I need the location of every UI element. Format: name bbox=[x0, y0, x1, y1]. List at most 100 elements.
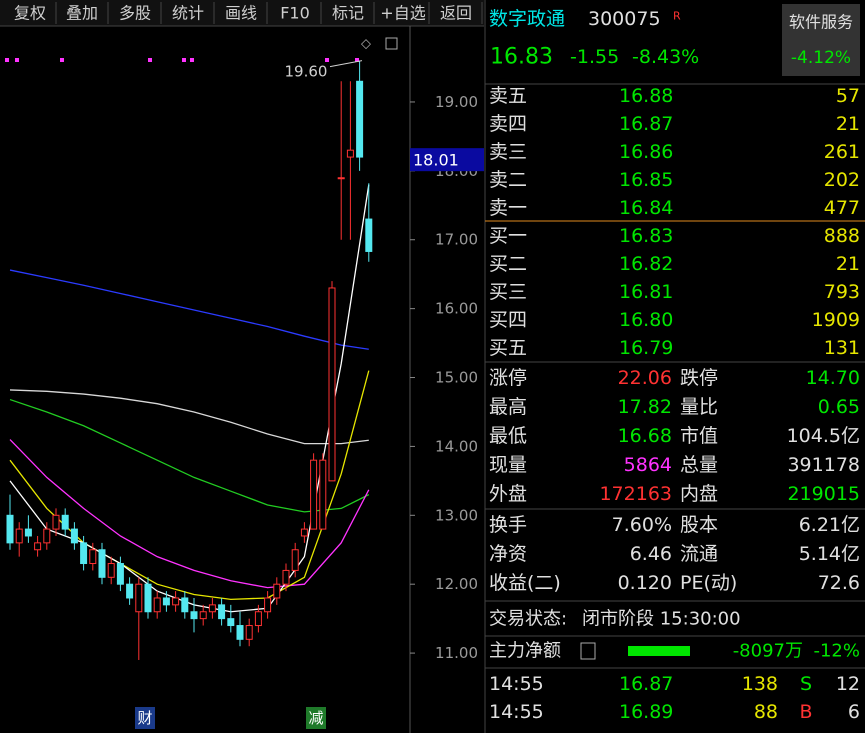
toolbar-button[interactable]: 叠加 bbox=[66, 4, 98, 23]
signal-dot bbox=[190, 58, 194, 62]
capital-icon[interactable] bbox=[580, 642, 596, 660]
candle-body bbox=[227, 618, 235, 627]
y-tick-label: 16.00 bbox=[435, 300, 478, 318]
stat-value: 104.5亿 bbox=[787, 425, 860, 447]
candle-body bbox=[319, 459, 327, 530]
stat-label: 市值 bbox=[680, 425, 718, 447]
stat-value: 72.6 bbox=[818, 572, 860, 594]
moving-average bbox=[9, 269, 369, 350]
book-label: 买五 bbox=[489, 337, 527, 359]
stat-label: 股本 bbox=[680, 514, 718, 536]
book-label: 买二 bbox=[489, 253, 527, 275]
signal-dot bbox=[325, 58, 329, 62]
toolbar-button[interactable]: 统计 bbox=[172, 4, 204, 23]
candle-body bbox=[365, 218, 373, 252]
stat-label: 涨停 bbox=[489, 367, 527, 389]
stat-label: 最高 bbox=[489, 396, 527, 418]
trade-side: B bbox=[799, 701, 812, 723]
book-volume: 1909 bbox=[812, 309, 860, 331]
toolbar-button[interactable]: 画线 bbox=[225, 4, 257, 23]
candle-body bbox=[153, 597, 161, 613]
stat-value: 14.70 bbox=[806, 367, 860, 389]
last-price-tag bbox=[410, 148, 484, 172]
book-label: 卖五 bbox=[489, 85, 527, 107]
stat-label: 总量 bbox=[680, 454, 718, 476]
capital-bar bbox=[628, 646, 690, 656]
candle-body bbox=[144, 583, 152, 613]
stat-value: 6.21亿 bbox=[799, 514, 860, 536]
candle-body bbox=[98, 549, 106, 578]
stat-value: 22.06 bbox=[618, 367, 672, 389]
candle-body bbox=[291, 549, 299, 571]
event-label[interactable]: 减 bbox=[308, 709, 323, 727]
candle-body bbox=[172, 597, 180, 606]
stat-label: 换手 bbox=[489, 514, 527, 536]
change: -1.55 bbox=[570, 46, 619, 68]
stat-value: 17.82 bbox=[618, 396, 672, 418]
candle-body bbox=[15, 528, 23, 544]
moving-average bbox=[9, 389, 369, 445]
candle-body bbox=[116, 563, 124, 585]
high-arrow bbox=[329, 60, 363, 68]
sector-name[interactable]: 软件服务 bbox=[789, 13, 853, 32]
candle-body bbox=[34, 542, 42, 551]
candle-body bbox=[43, 528, 51, 544]
trade-price: 16.89 bbox=[619, 701, 673, 723]
book-volume: 477 bbox=[824, 197, 860, 219]
candle-body bbox=[337, 177, 345, 180]
book-volume: 21 bbox=[836, 113, 860, 135]
toolbar-button[interactable]: 标记 bbox=[332, 4, 364, 23]
candle-body bbox=[282, 569, 290, 585]
signal-dot bbox=[60, 58, 64, 62]
capital-value: -8097万 bbox=[733, 641, 803, 662]
panel-icon[interactable] bbox=[385, 37, 398, 50]
event-marker[interactable] bbox=[306, 707, 326, 729]
event-label[interactable]: 财 bbox=[137, 709, 152, 727]
y-tick-label: 11.00 bbox=[435, 644, 478, 662]
trade-side: S bbox=[800, 673, 812, 695]
signal-dot bbox=[182, 58, 186, 62]
diamond-icon[interactable]: ◇ bbox=[361, 37, 371, 52]
candle-body bbox=[300, 528, 308, 537]
y-tick-label: 17.00 bbox=[435, 231, 478, 249]
sector-change: -4.12% bbox=[791, 48, 851, 68]
book-label: 卖二 bbox=[489, 169, 527, 191]
candle-body bbox=[80, 542, 88, 565]
book-volume: 57 bbox=[836, 85, 860, 107]
stock-name: 数字政通 bbox=[489, 8, 565, 30]
candle-body bbox=[236, 625, 244, 640]
stat-value: 6.46 bbox=[630, 543, 672, 565]
stat-label: 收益(二) bbox=[489, 572, 561, 594]
book-price: 16.80 bbox=[619, 309, 673, 331]
toolbar-button[interactable]: 返回 bbox=[440, 4, 472, 23]
sector-box bbox=[782, 4, 860, 76]
candle-body bbox=[162, 597, 170, 606]
toolbar-button[interactable]: 多股 bbox=[119, 4, 151, 23]
trade-volume: 138 bbox=[742, 673, 778, 695]
candle-body bbox=[264, 597, 272, 613]
toolbar-button[interactable]: 复权 bbox=[14, 4, 46, 23]
book-price: 16.83 bbox=[619, 225, 673, 247]
capital-label: 主力净额 bbox=[489, 641, 561, 662]
candle-body bbox=[89, 549, 97, 565]
trade-time: 14:55 bbox=[489, 701, 544, 723]
book-volume: 202 bbox=[824, 169, 860, 191]
stat-value: 391178 bbox=[787, 454, 860, 476]
signal-dot bbox=[5, 58, 9, 62]
candle-body bbox=[245, 625, 253, 640]
stat-label: 内盘 bbox=[680, 483, 718, 505]
book-volume: 131 bbox=[824, 337, 860, 359]
book-label: 卖四 bbox=[489, 113, 527, 135]
toolbar-button[interactable]: +自选 bbox=[380, 4, 425, 23]
trade-price: 16.87 bbox=[619, 673, 673, 695]
stat-label: 净资 bbox=[489, 543, 527, 565]
signal-dot bbox=[15, 58, 19, 62]
toolbar-button[interactable]: F10 bbox=[280, 4, 310, 23]
book-volume: 793 bbox=[824, 281, 860, 303]
candle-body bbox=[70, 528, 78, 544]
book-label: 卖三 bbox=[489, 141, 527, 163]
event-marker[interactable] bbox=[135, 707, 155, 729]
stat-label: PE(动) bbox=[680, 572, 737, 594]
last-price-label: 18.01 bbox=[413, 151, 459, 170]
